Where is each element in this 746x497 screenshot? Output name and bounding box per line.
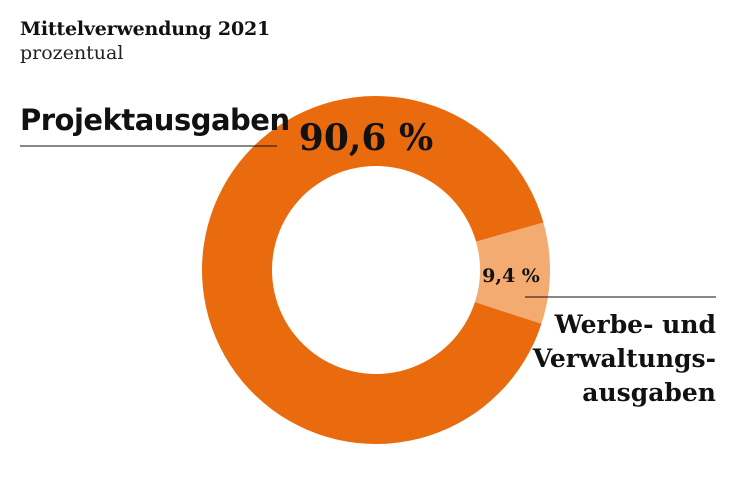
- slice-label-line-3: ausgaben: [582, 378, 716, 407]
- slice-label-line-1: Werbe- und: [554, 310, 716, 339]
- value-label-werbe-verwaltung: 9,4 %: [482, 265, 540, 287]
- value-label-projektausgaben: 90,6 %: [299, 117, 433, 159]
- slice-label-projektausgaben: Projektausgaben: [20, 103, 290, 137]
- chart-subtitle: prozentual: [20, 42, 124, 64]
- slice-label-werbe-verwaltung: Werbe- und Verwaltungs- ausgaben: [496, 308, 716, 410]
- slice-werbe-verwaltung: [474, 222, 550, 324]
- slice-label-line-2: Verwaltungs-: [532, 344, 716, 373]
- slice-projektausgaben: [201, 95, 544, 444]
- chart-title: Mittelverwendung 2021: [20, 18, 270, 40]
